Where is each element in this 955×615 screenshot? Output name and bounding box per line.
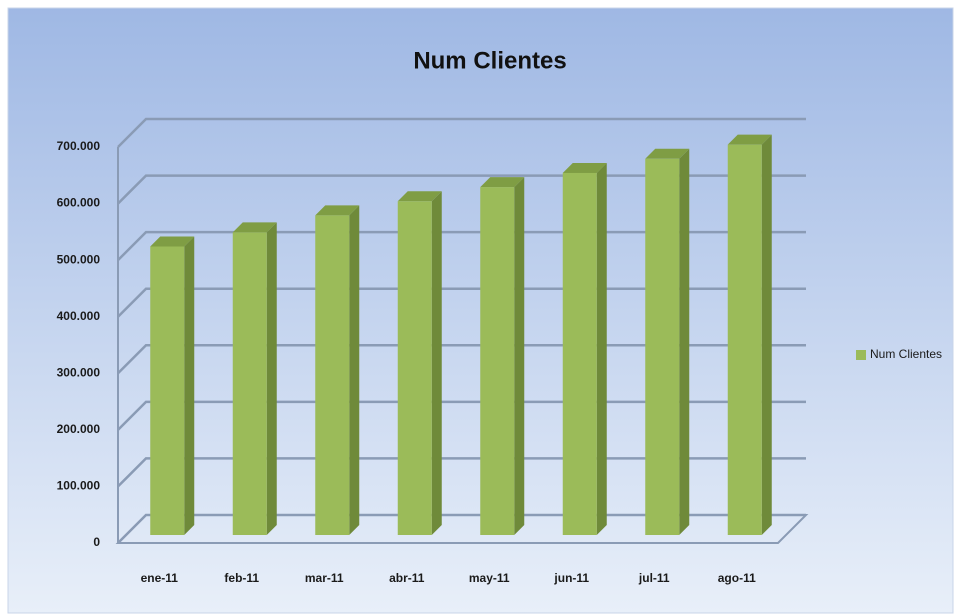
x-tick-label: jun-11 — [553, 571, 589, 585]
bar-side — [266, 222, 277, 536]
x-tick-label: mar-11 — [305, 571, 344, 585]
x-tick-label: feb-11 — [224, 571, 259, 585]
bar-top — [645, 148, 690, 159]
y-tick-label: 700.000 — [57, 139, 101, 153]
bar-top — [150, 236, 195, 247]
bar-top — [397, 191, 442, 202]
bar — [480, 187, 515, 536]
y-tick-label: 100.000 — [57, 479, 101, 493]
bar-side — [761, 134, 772, 535]
bar — [150, 246, 185, 535]
bar-top — [315, 205, 360, 216]
x-tick-label: may-11 — [469, 571, 510, 585]
legend-label: Num Clientes — [870, 347, 942, 361]
x-tick-label: abr-11 — [389, 571, 425, 585]
bar-top — [480, 177, 525, 188]
y-tick-label: 400.000 — [57, 309, 101, 323]
bar — [315, 215, 350, 535]
bar-side — [349, 205, 360, 535]
y-tick-label: 0 — [93, 535, 100, 549]
y-tick-label: 200.000 — [57, 422, 101, 436]
bar-side — [431, 191, 442, 535]
x-tick-label: jul-11 — [638, 571, 670, 585]
x-tick-label: ago-11 — [718, 571, 756, 585]
bar-top — [232, 222, 277, 233]
bar-side — [679, 148, 690, 536]
bar — [232, 232, 267, 536]
bar — [645, 158, 680, 536]
bar — [727, 144, 762, 535]
legend-swatch — [856, 350, 866, 360]
bar-side — [596, 162, 607, 535]
bar-top — [727, 134, 772, 145]
y-tick-label: 300.000 — [57, 365, 101, 379]
bar — [562, 172, 597, 535]
x-tick-label: ene-11 — [141, 571, 179, 585]
chart-title: Num Clientes — [413, 47, 566, 74]
bar-top — [562, 162, 607, 173]
y-tick-label: 500.000 — [57, 252, 101, 266]
y-tick-label: 600.000 — [57, 196, 101, 210]
bar-side — [184, 236, 195, 535]
grid-line — [117, 117, 806, 148]
bar-side — [514, 177, 525, 536]
bar — [397, 201, 432, 535]
